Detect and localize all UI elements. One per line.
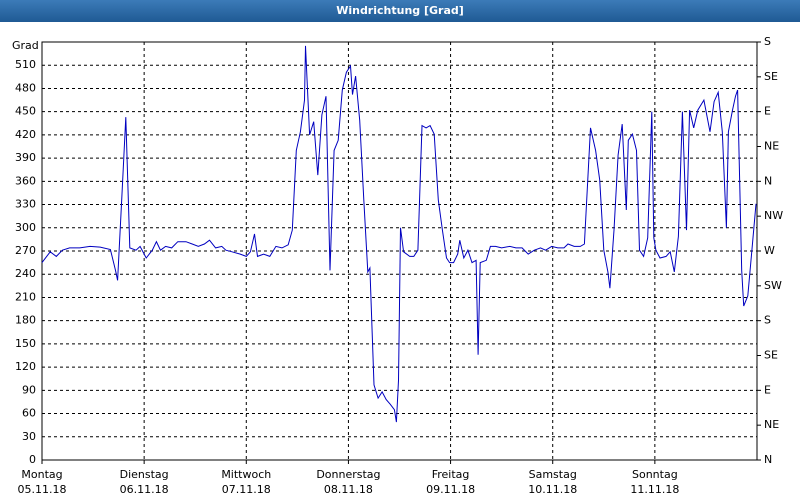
y2-tick-label: N [764, 453, 772, 466]
y2-tick-label: S [764, 35, 771, 48]
y-tick-label: 480 [15, 81, 36, 94]
y-tick-label: 300 [15, 221, 36, 234]
x-tick-label: Sonntag [632, 468, 678, 481]
x-tick-date: 07.11.18 [222, 483, 271, 496]
x-tick-label: Dienstag [120, 468, 169, 481]
y-tick-label: 360 [15, 174, 36, 187]
y2-tick-label: S [764, 314, 771, 327]
y2-tick-label: SW [764, 279, 782, 292]
x-tick-date: 11.11.18 [630, 483, 679, 496]
y-tick-label: 390 [15, 151, 36, 164]
x-tick-label: Freitag [432, 468, 470, 481]
y-tick-label: 0 [29, 453, 36, 466]
x-tick-date: 06.11.18 [120, 483, 169, 496]
y2-tick-label: NW [764, 209, 783, 222]
x-tick-label: Donnerstag [316, 468, 380, 481]
y-tick-label: 240 [15, 267, 36, 280]
x-tick-date: 08.11.18 [324, 483, 373, 496]
y-tick-label: 270 [15, 244, 36, 257]
y2-tick-label: W [764, 244, 775, 257]
x-tick-date: 09.11.18 [426, 483, 475, 496]
y-axis-label: Grad [12, 39, 39, 52]
y2-tick-label: SE [764, 70, 778, 83]
y-tick-label: 450 [15, 105, 36, 118]
y-tick-label: 60 [22, 407, 36, 420]
y-tick-label: 510 [15, 58, 36, 71]
y-tick-label: 30 [22, 430, 36, 443]
y-tick-label: 150 [15, 337, 36, 350]
x-tick-label: Samstag [529, 468, 577, 481]
y-tick-label: 330 [15, 198, 36, 211]
y2-tick-label: E [764, 383, 771, 396]
y2-tick-label: SE [764, 349, 778, 362]
y-tick-label: 420 [15, 128, 36, 141]
chart-title: Windrichtung [Grad] [336, 4, 464, 17]
y-tick-label: 210 [15, 290, 36, 303]
x-tick-date: 05.11.18 [18, 483, 67, 496]
y-tick-label: 180 [15, 314, 36, 327]
x-tick-label: Mittwoch [221, 468, 271, 481]
x-tick-label: Montag [21, 468, 62, 481]
y-tick-label: 120 [15, 360, 36, 373]
y2-tick-label: NE [764, 140, 779, 153]
y2-tick-label: E [764, 105, 771, 118]
y2-tick-label: N [764, 174, 772, 187]
title-bar [0, 0, 800, 22]
y-tick-label: 90 [22, 383, 36, 396]
x-tick-date: 10.11.18 [528, 483, 577, 496]
data-line [41, 45, 757, 423]
y2-tick-label: NE [764, 418, 779, 431]
